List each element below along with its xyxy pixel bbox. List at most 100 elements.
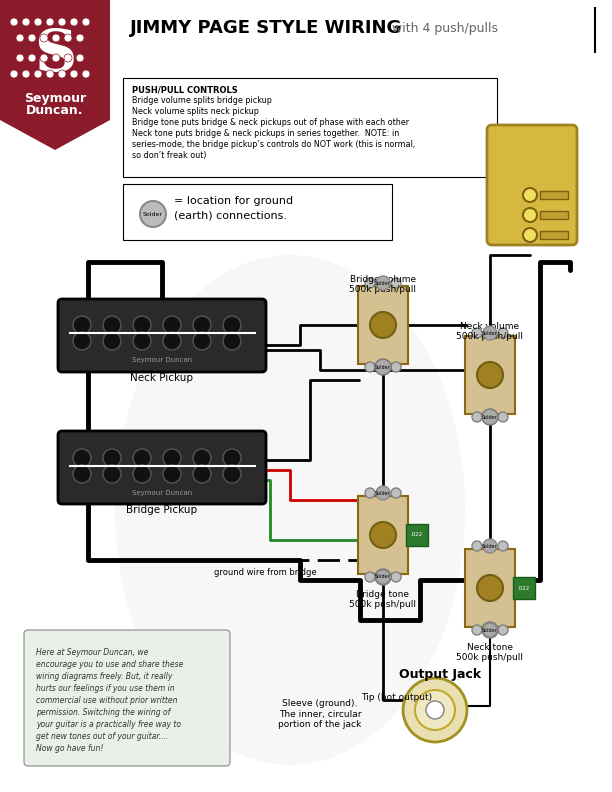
Circle shape [378, 572, 388, 582]
Text: .022: .022 [411, 532, 423, 538]
Circle shape [472, 328, 482, 338]
Circle shape [133, 316, 151, 334]
Circle shape [16, 54, 24, 62]
Circle shape [52, 34, 60, 42]
Circle shape [365, 362, 375, 372]
FancyBboxPatch shape [465, 549, 515, 627]
FancyBboxPatch shape [58, 299, 266, 372]
Circle shape [140, 201, 166, 227]
Text: Solder: Solder [375, 490, 391, 496]
Circle shape [472, 541, 482, 551]
Text: Solder: Solder [375, 280, 391, 285]
FancyBboxPatch shape [358, 496, 408, 574]
Text: Neck volume
500k push/pull: Neck volume 500k push/pull [457, 322, 523, 341]
Circle shape [415, 690, 455, 730]
Circle shape [76, 34, 84, 42]
Circle shape [523, 228, 537, 242]
Polygon shape [0, 120, 110, 150]
Circle shape [378, 488, 388, 498]
Circle shape [58, 18, 66, 26]
Circle shape [82, 70, 90, 78]
Circle shape [223, 332, 241, 350]
Circle shape [223, 316, 241, 334]
Text: ground wire from bridge: ground wire from bridge [214, 568, 316, 577]
Circle shape [73, 332, 91, 350]
Circle shape [376, 486, 390, 500]
Circle shape [16, 34, 24, 42]
Circle shape [46, 18, 54, 26]
FancyBboxPatch shape [465, 336, 515, 414]
Circle shape [82, 18, 90, 26]
Text: Solder: Solder [482, 627, 498, 633]
Text: PUSH/PULL CONTROLS: PUSH/PULL CONTROLS [132, 85, 237, 94]
Bar [540, 231, 568, 239]
Text: Solder: Solder [482, 627, 498, 633]
Circle shape [58, 70, 66, 78]
Circle shape [472, 412, 482, 422]
Circle shape [485, 328, 495, 338]
Ellipse shape [115, 255, 465, 765]
Circle shape [523, 188, 537, 202]
Circle shape [498, 625, 508, 635]
Circle shape [483, 623, 497, 637]
FancyBboxPatch shape [0, 0, 110, 120]
Text: Neck volume splits neck pickup: Neck volume splits neck pickup [132, 107, 259, 116]
Circle shape [391, 278, 401, 288]
Circle shape [34, 18, 42, 26]
Circle shape [103, 332, 121, 350]
Circle shape [73, 316, 91, 334]
Text: Neck Pickup: Neck Pickup [130, 373, 193, 383]
Circle shape [40, 34, 48, 42]
Text: Neck tone
500k push/pull: Neck tone 500k push/pull [457, 643, 523, 662]
Text: commercial use without prior written: commercial use without prior written [36, 696, 177, 705]
Text: Sleeve (ground).
The inner, circular
portion of the jack: Sleeve (ground). The inner, circular por… [278, 699, 362, 729]
Circle shape [477, 362, 503, 388]
Circle shape [70, 18, 78, 26]
Text: Here at Seymour Duncan, we: Here at Seymour Duncan, we [36, 648, 148, 657]
FancyBboxPatch shape [358, 286, 408, 364]
Circle shape [375, 359, 391, 375]
Circle shape [28, 54, 36, 62]
Circle shape [485, 541, 495, 551]
Circle shape [483, 326, 497, 340]
Text: Bridge Pickup: Bridge Pickup [127, 505, 198, 515]
Text: Solder: Solder [143, 211, 163, 216]
FancyBboxPatch shape [513, 577, 535, 599]
Text: Output Jack: Output Jack [399, 668, 481, 681]
Circle shape [370, 312, 396, 338]
Bar [540, 211, 568, 219]
Circle shape [477, 575, 503, 601]
Text: your guitar is a practically free way to: your guitar is a practically free way to [36, 720, 181, 729]
Text: Now go have fun!: Now go have fun! [36, 744, 103, 753]
Text: Solder: Solder [482, 414, 498, 420]
FancyBboxPatch shape [123, 78, 497, 177]
Circle shape [73, 465, 91, 483]
Circle shape [10, 70, 18, 78]
Circle shape [103, 449, 121, 467]
Text: Neck tone puts bridge & neck pickups in series together.  NOTE: in: Neck tone puts bridge & neck pickups in … [132, 129, 399, 138]
Circle shape [498, 541, 508, 551]
Text: Solder: Solder [375, 574, 391, 580]
Circle shape [365, 278, 375, 288]
Text: .022: .022 [518, 585, 530, 591]
Text: get new tones out of your guitar....: get new tones out of your guitar.... [36, 732, 168, 741]
Circle shape [103, 465, 121, 483]
Circle shape [52, 54, 60, 62]
Text: hurts our feelings if you use them in: hurts our feelings if you use them in [36, 684, 174, 693]
Circle shape [426, 701, 444, 719]
Circle shape [523, 208, 537, 222]
Circle shape [193, 316, 211, 334]
Circle shape [498, 412, 508, 422]
Circle shape [403, 678, 467, 742]
Text: Bridge tone
500k push/pull: Bridge tone 500k push/pull [349, 590, 417, 609]
Text: Solder: Solder [375, 364, 391, 370]
Circle shape [365, 572, 375, 582]
Text: so don’t freak out): so don’t freak out) [132, 151, 206, 160]
Circle shape [391, 362, 401, 372]
Circle shape [370, 522, 396, 548]
Circle shape [485, 625, 495, 635]
Text: Bridge tone puts bridge & neck pickups out of phase with each other: Bridge tone puts bridge & neck pickups o… [132, 118, 409, 127]
Circle shape [70, 70, 78, 78]
Circle shape [64, 34, 72, 42]
Circle shape [376, 570, 390, 584]
